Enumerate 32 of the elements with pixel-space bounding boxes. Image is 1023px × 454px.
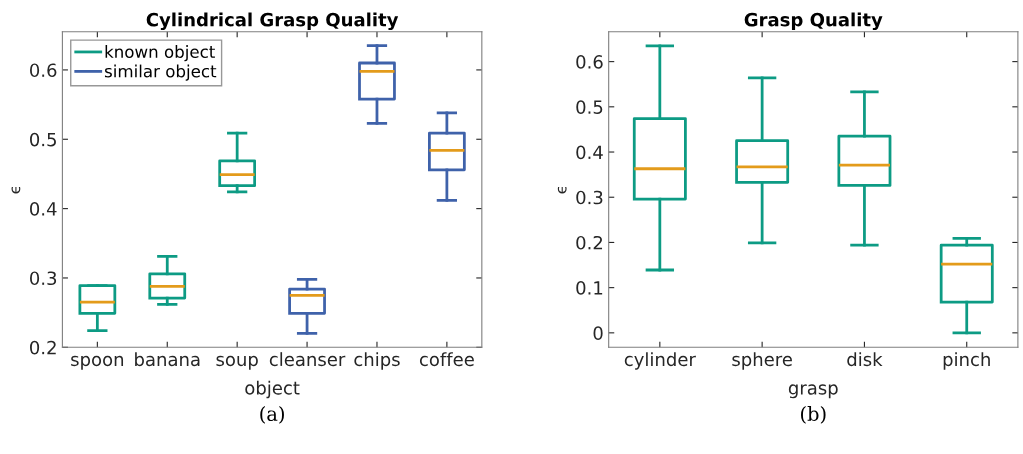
y-tick-label: 0.4 [30, 202, 57, 216]
y-tick-label: 0.5 [30, 132, 56, 147]
y-axis-title: ϵ [557, 186, 567, 194]
y-tick-label: 0.4 [576, 145, 603, 160]
x-tick-label: cleanser [269, 352, 346, 367]
chart-title: Grasp Quality [744, 12, 883, 31]
x-tick-label: cylinder [624, 352, 696, 370]
x-tick-label: soup [216, 355, 258, 370]
x-axis-title: grasp [788, 384, 838, 399]
y-axis-title: ϵ [11, 186, 21, 194]
y-tick-label: 0.6 [30, 63, 57, 78]
y-tick-label: 0.2 [576, 235, 603, 250]
text: (a) [260, 406, 284, 424]
x-tick-label: pinch [943, 352, 990, 370]
y-tick-label: 0.3 [30, 271, 57, 286]
legend-label: known object [105, 45, 215, 62]
x-tick-label: banana [135, 352, 200, 367]
y-tick-label: 0 [593, 326, 603, 340]
x-tick-label: sphere [732, 352, 792, 370]
y-tick-label: 0.2 [30, 340, 56, 355]
y-tick-label: 0.3 [576, 190, 603, 205]
x-tick-label: chips [354, 352, 400, 370]
x-axis-title: object [245, 380, 300, 399]
text: (b) [801, 406, 826, 424]
chart-title: Cylindrical Grasp Quality [146, 12, 399, 31]
y-tick-label: 0.6 [576, 55, 603, 69]
y-tick-label: 0.5 [576, 100, 603, 114]
x-tick-label: spoon [71, 355, 124, 370]
x-tick-label: coffee [419, 352, 474, 367]
x-tick-label: disk [847, 352, 883, 367]
y-tick-label: 0.1 [576, 281, 603, 295]
legend-label: similar object [104, 64, 217, 81]
